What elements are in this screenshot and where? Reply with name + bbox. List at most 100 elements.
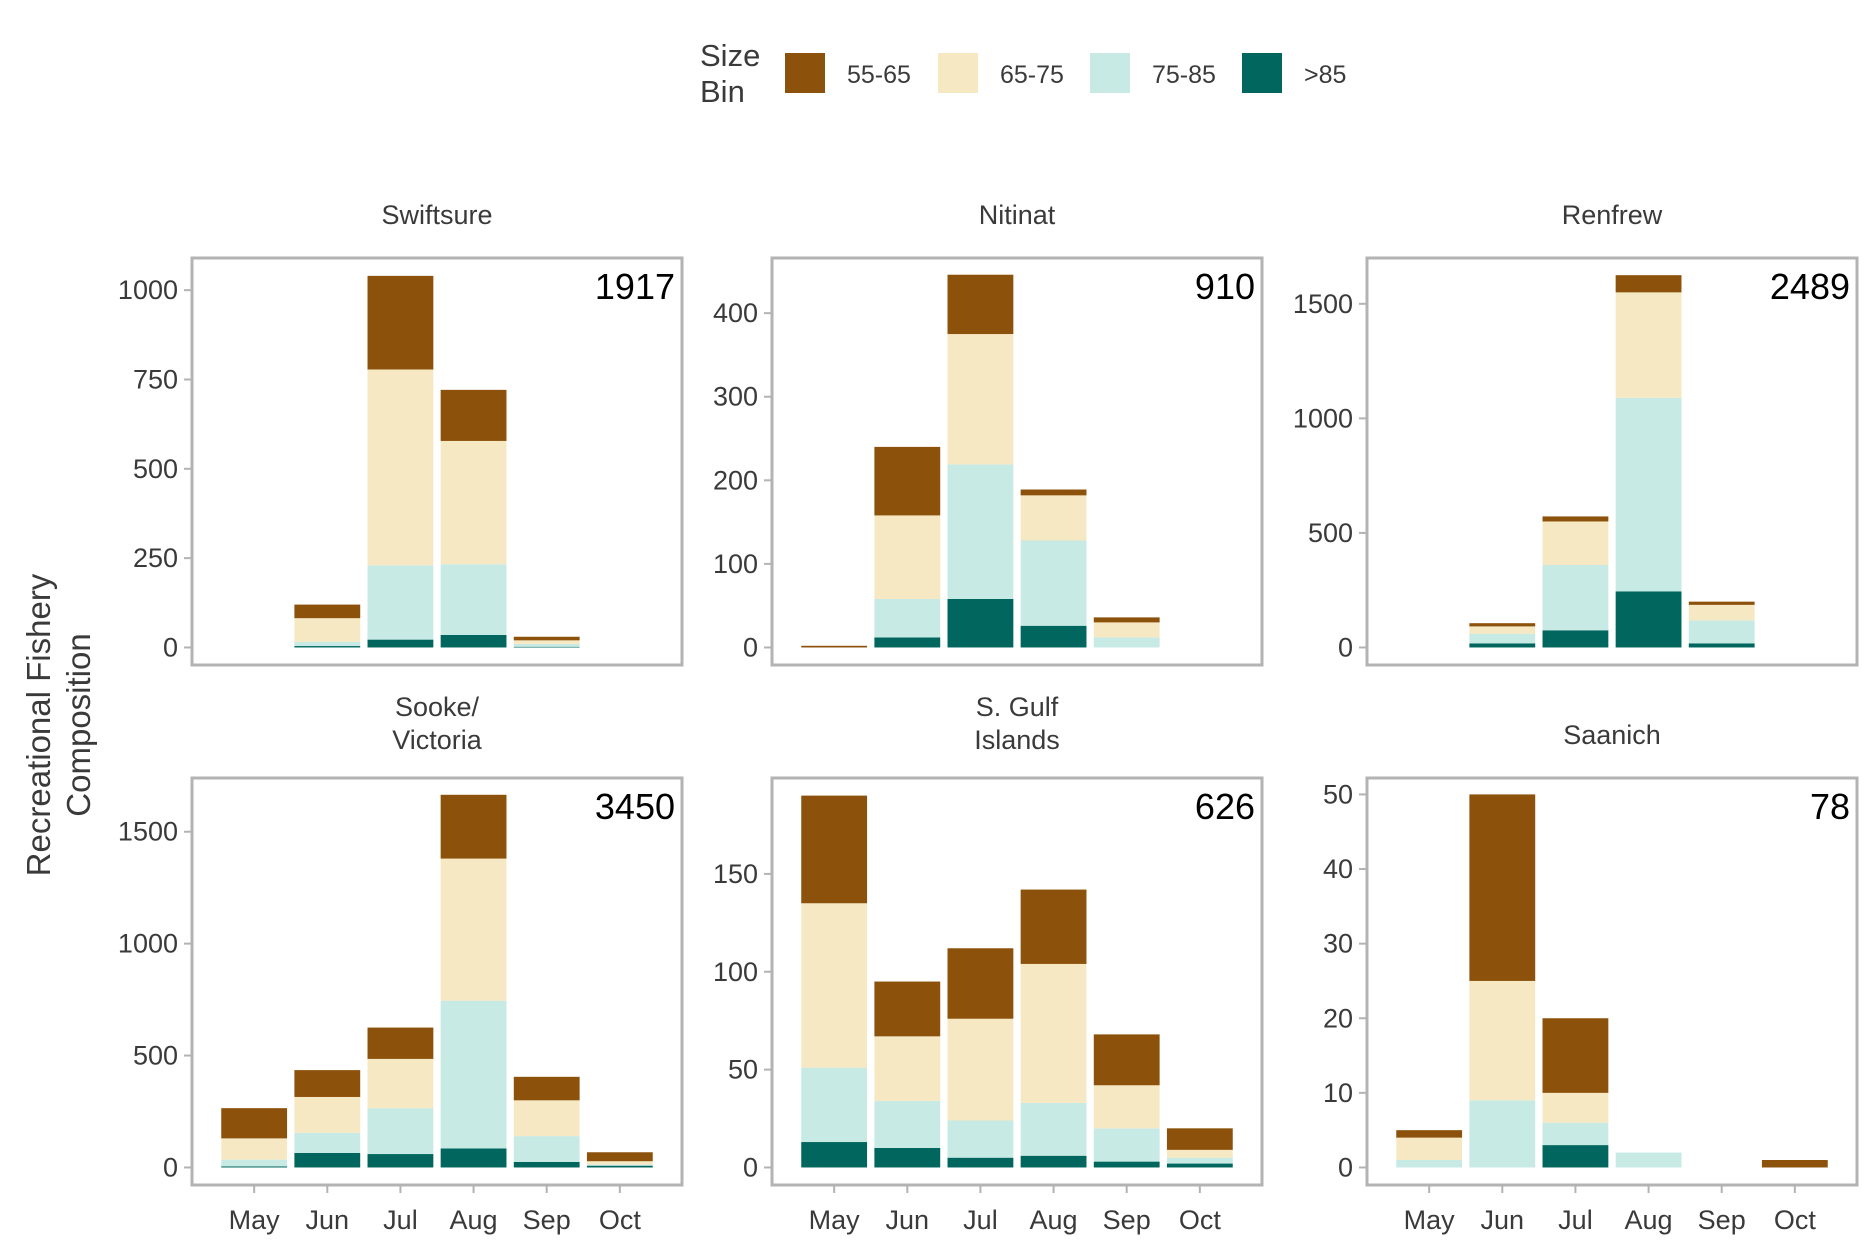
bar-segment [947,598,1014,648]
bar-segment [1166,1157,1233,1164]
bar-segment [367,1027,434,1059]
bar-segment [1542,1018,1609,1093]
bar-segment [801,795,868,904]
y-tick-label: 750 [133,364,178,394]
x-tick-label: Sep [523,1205,571,1235]
x-tick-label: May [809,1205,861,1235]
y-tick-label: 20 [1323,1003,1353,1033]
x-tick-label: Aug [1625,1205,1673,1235]
bar-segment [513,1161,580,1168]
bar-segment [1615,292,1682,398]
bar-segment [1396,1130,1463,1138]
y-tick-label: 1000 [1293,403,1353,433]
bar-segment [367,275,434,370]
x-tick-label: Aug [1030,1205,1078,1235]
bar-segment [1469,794,1536,981]
bar-segment [874,446,941,516]
panel-total-label: 3450 [595,786,675,827]
bar-segment [1469,980,1536,1101]
bar-segment [1093,617,1160,623]
bar-segment [1688,604,1755,621]
chart-panel: Saanich 0 10 20 30 40 50 May Jun Jul Aug Sep Oct 78 [1323,720,1859,1235]
bar-segment [513,636,580,641]
bar-segment [294,1096,361,1133]
panel-total-label: 78 [1810,786,1850,827]
bar-segment [1469,633,1536,644]
bar-segment [440,1148,507,1168]
bar-segment [801,1142,868,1168]
panel-border [1365,776,1859,1187]
x-tick-label: Jul [963,1205,998,1235]
bar-segment [1020,489,1087,496]
bar-segment [1615,275,1682,293]
x-tick-label: Jun [1481,1205,1525,1235]
y-tick-label: 40 [1323,854,1353,884]
y-tick-label: 100 [713,549,758,579]
y-tick-label: 1500 [1293,289,1353,319]
bar-segment [294,646,361,648]
bar-segment [1615,591,1682,648]
bar-segment [1093,637,1160,648]
y-tick-label: 0 [743,632,758,662]
bar-segment [947,948,1014,1019]
panel-border [190,256,684,667]
bar-segment [1020,1102,1087,1156]
bar-segment [294,618,361,642]
bar-segment [947,464,1014,599]
bar-segment [513,640,580,644]
bar-segment [801,645,868,648]
bar-segment [1615,1152,1682,1168]
bar-segment [874,1100,941,1148]
y-tick-label: 500 [133,1041,178,1071]
bar-segment [1020,963,1087,1103]
y-tick-label: 1000 [118,929,178,959]
bar-segment [440,389,507,441]
bar-segment [1166,1128,1233,1150]
bar-segment [874,637,941,648]
bar-segment [586,1152,653,1162]
bar-segment [1093,1034,1160,1086]
bar-segment [1542,564,1609,631]
x-tick-label: Jun [306,1205,350,1235]
legend-label: 55-65 [847,61,911,89]
panel-title: Saanich [1563,720,1661,750]
bar-segment [294,1152,361,1168]
bar-segment [440,794,507,859]
bar-segment [874,515,941,599]
bar-segment [1020,540,1087,626]
bar-segment [221,1138,288,1160]
bar-segment [1542,1145,1609,1168]
panel-border [770,776,1264,1187]
x-tick-label: Sep [1698,1205,1746,1235]
legend-entry: 55-65 [785,53,911,93]
legend: Size Bin 55-65 65-75 75-85 >85 [700,38,1346,109]
legend-entry: 65-75 [938,53,1064,93]
bar-segment [1542,521,1609,565]
chart-panel: Sooke/Victoria 0 500 1000 1500 May Jun Jul Aug Se… [118,692,684,1235]
bar-segment [947,1157,1014,1168]
bar-segment [440,564,507,635]
chart-panel: Swiftsure 0 250 500 750 1000 1917 [118,200,684,667]
bar-segment [1542,1122,1609,1146]
y-tick-label: 1000 [118,275,178,305]
bar-segment [1688,601,1755,605]
bar-segment [801,903,868,1068]
panel-total-label: 910 [1195,266,1255,307]
bar-segment [367,369,434,566]
panel-total-label: 1917 [595,266,675,307]
bar-segment [1542,1092,1609,1123]
x-tick-label: May [1404,1205,1456,1235]
bar-segment [586,1161,653,1165]
bar-segment [1166,1149,1233,1158]
bar-segment [1542,516,1609,522]
bar-segment [1469,1100,1536,1168]
bar-segment [1020,1155,1087,1168]
bar-segment [1093,1161,1160,1168]
x-tick-label: May [229,1205,281,1235]
y-tick-label: 300 [713,382,758,412]
panel-border [770,256,1264,667]
bar-segment [294,1132,361,1153]
bar-segment [874,1147,941,1168]
bar-segment [874,1036,941,1101]
